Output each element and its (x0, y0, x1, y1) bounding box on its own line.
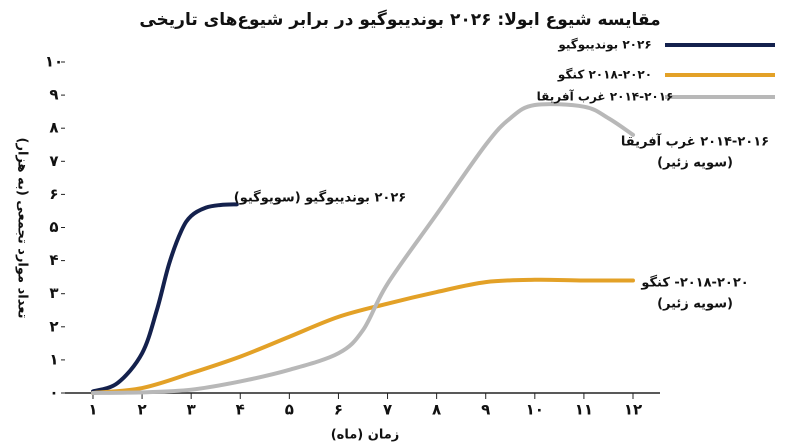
legend-label: ۲۰۱۸-۲۰۲۰ کنگو (557, 68, 652, 83)
x-tick-label: ۱ (88, 401, 97, 419)
line (90, 277, 635, 395)
y-tick-label: ۷ (49, 152, 58, 170)
annotation: ۲۰۲۶ بوندیبوگیو (سویوگیو) (234, 190, 406, 206)
annotation: ۲۰۱۴-۲۰۱۶ غرب آفریقا (621, 133, 769, 150)
y-tick-label: ۱۰ (45, 53, 63, 71)
x-tick-label: ۱۱ (575, 401, 593, 419)
x-tick-label: ۱۲ (624, 401, 642, 419)
x-tick-label: ۷ (383, 401, 392, 419)
annotation: ۲۰۱۸-۲۰۲۰- کنگو (640, 275, 748, 291)
y-tick-label: ۸ (49, 119, 58, 137)
annotation: (سویه زئیر) (657, 297, 733, 312)
y-axis-label: تعداد موارد تجمعی (به هزار) (15, 138, 30, 319)
y-tick-label: ۹ (49, 86, 58, 104)
annotation: (سویه زئیر) (657, 156, 733, 171)
x-tick-label: ۳ (187, 401, 196, 419)
y-tick-label: ۴ (49, 251, 58, 269)
y-tick-label: ۵ (49, 218, 58, 236)
chart-title: مقایسه شیوع ابولا: ۲۰۲۶ بوندیبوگیو در بر… (139, 9, 660, 30)
x-tick-label: ۲ (137, 401, 146, 419)
x-tick-label: ۸ (432, 401, 441, 419)
x-tick-label: ۴ (236, 401, 245, 419)
y-tick-label: ۳ (49, 284, 58, 302)
y-tick-label: ۰ (49, 384, 58, 402)
x-axis-label: زمان (ماه) (331, 428, 400, 443)
x-tick-label: ۶ (334, 401, 343, 419)
y-tick-label: ۲ (49, 317, 58, 335)
y-tick-label: ۶ (49, 185, 58, 203)
legend-label: ۲۰۲۶ بوندیبوگیو (557, 38, 651, 53)
x-tick-label: ۱۰ (526, 401, 544, 419)
x-tick-label: ۹ (481, 401, 490, 419)
line (90, 102, 635, 395)
y-tick-label: ۱ (49, 350, 58, 368)
line (90, 202, 239, 394)
legend-label: ۲۰۱۴-۲۰۱۶ غرب آفریقا (537, 89, 674, 104)
x-tick-label: ۵ (285, 401, 294, 419)
